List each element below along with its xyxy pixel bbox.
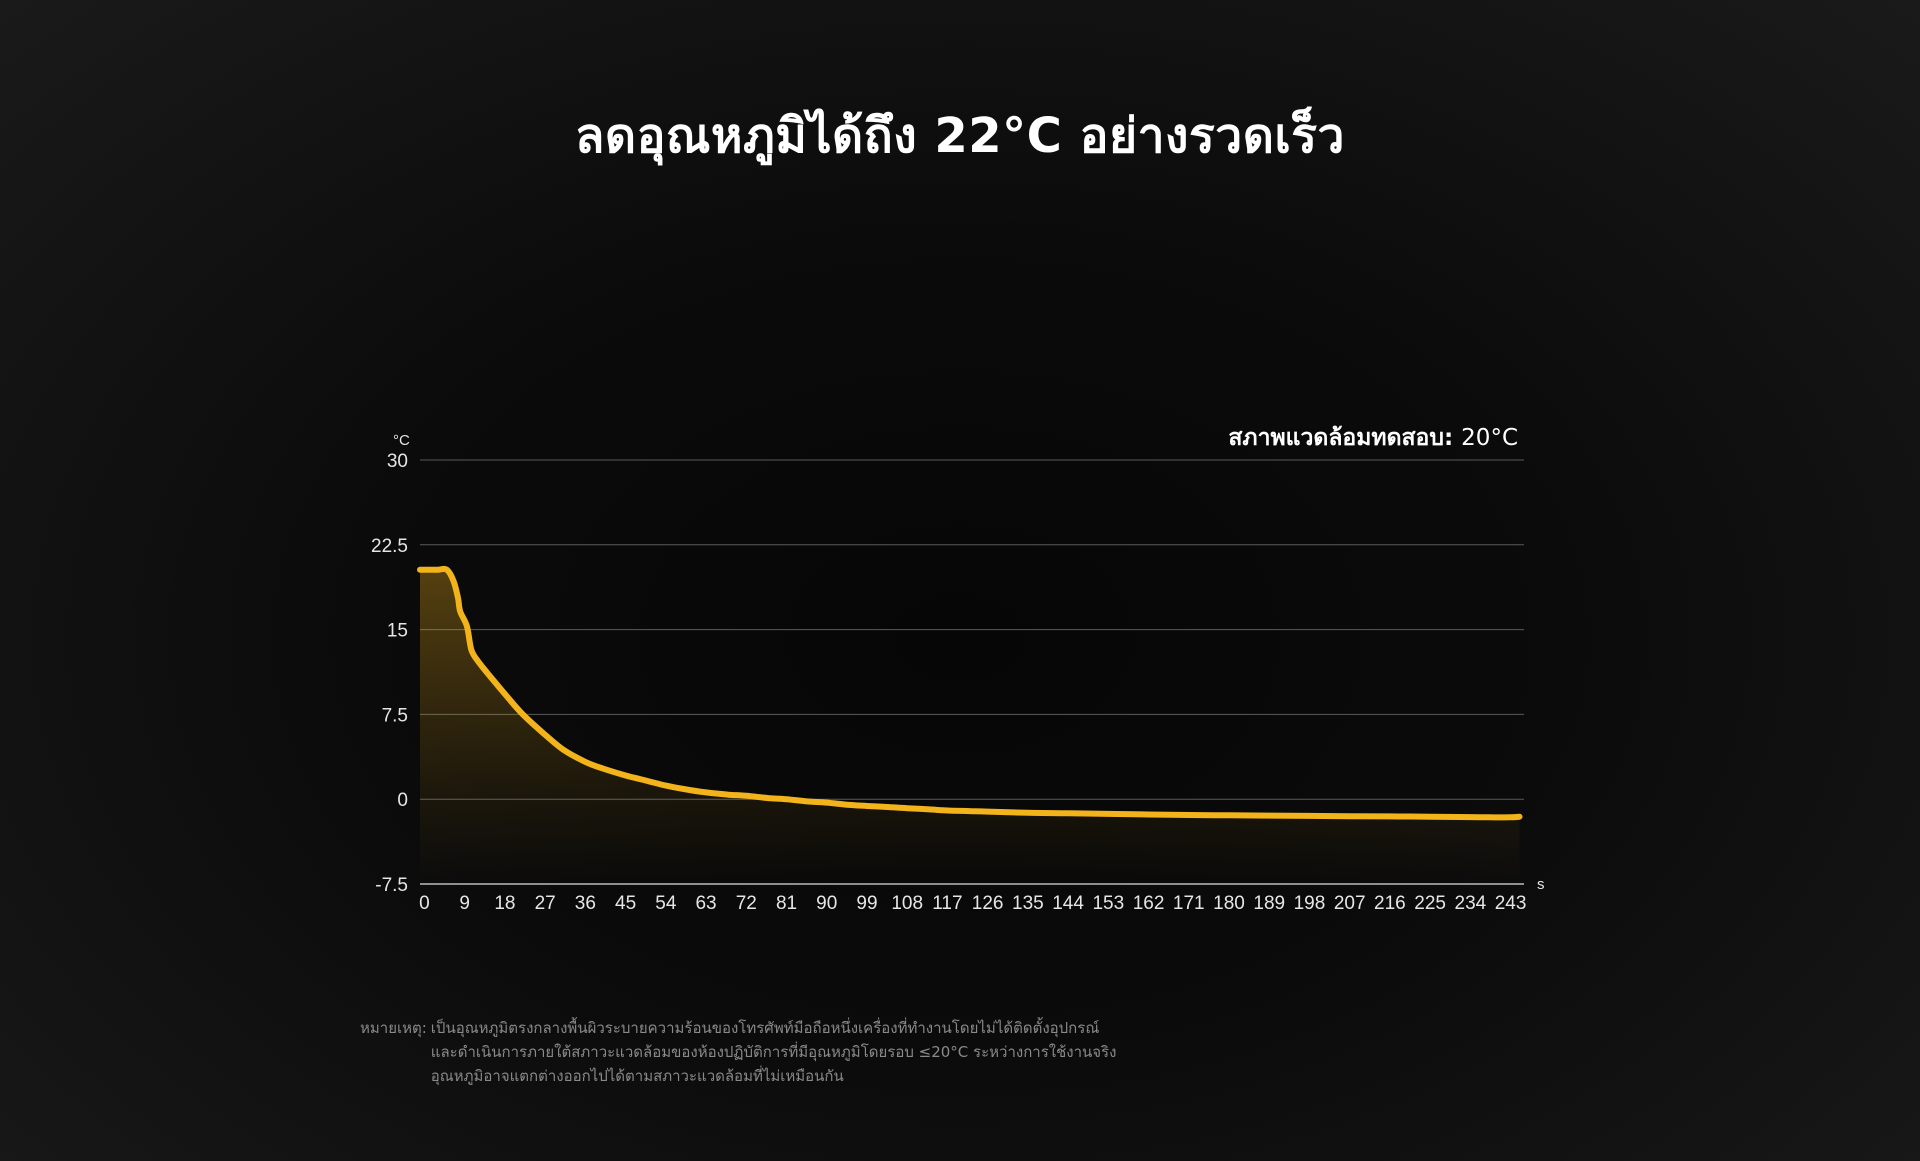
x-tick-label: 45 xyxy=(615,893,636,914)
y-axis-ticks: 30 22.5 15 7.5 0 -7.5 xyxy=(371,451,408,896)
x-tick-label: 9 xyxy=(459,893,470,914)
x-tick-label: 81 xyxy=(776,893,797,914)
y-tick-label: 7.5 xyxy=(382,705,408,726)
x-tick-label: 234 xyxy=(1455,893,1487,914)
x-tick-label: 144 xyxy=(1052,893,1084,914)
x-tick-label: 0 xyxy=(419,893,430,914)
x-tick-label: 36 xyxy=(575,893,596,914)
x-tick-label: 90 xyxy=(816,893,837,914)
y-axis-unit: °C xyxy=(393,432,410,449)
x-tick-label: 27 xyxy=(535,893,556,914)
footnote-line: อุณหภูมิอาจแตกต่างออกไปได้ตามสภาวะแวดล้อ… xyxy=(430,1067,844,1085)
x-tick-label: 54 xyxy=(655,893,677,914)
x-tick-label: 117 xyxy=(932,893,962,914)
x-tick-label: 135 xyxy=(1012,893,1044,914)
x-tick-label: 99 xyxy=(856,893,877,914)
x-tick-label: 63 xyxy=(695,893,716,914)
y-tick-label: 15 xyxy=(387,621,408,642)
test-environment: สภาพแวดล้อมทดสอบ: 20°C xyxy=(1228,420,1518,456)
y-tick-label: 0 xyxy=(397,790,408,811)
page-title: ลดอุณหภูมิได้ถึง 22°C อย่างรวดเร็ว xyxy=(574,108,1345,164)
x-tick-label: 216 xyxy=(1374,893,1406,914)
footnote-label: หมายเหตุ: xyxy=(360,1019,427,1037)
y-tick-label: 30 xyxy=(387,451,408,472)
footnote-lines: เป็นอุณหภูมิตรงกลางพื้นผิวระบายความร้อนข… xyxy=(431,1016,1117,1088)
x-tick-label: 108 xyxy=(891,893,923,914)
test-environment-value: 20°C xyxy=(1461,425,1518,451)
test-environment-label: สภาพแวดล้อมทดสอบ: xyxy=(1228,425,1454,451)
x-tick-label: 153 xyxy=(1092,893,1124,914)
x-axis-ticks: 0 9 18 27 36 45 54 63 72 81 90 99 108 117 126 135 144 153… xyxy=(419,893,1526,914)
y-tick-label: 22.5 xyxy=(371,536,408,557)
x-tick-label: 225 xyxy=(1414,893,1446,914)
x-tick-label: 171 xyxy=(1173,893,1205,914)
temperature-area xyxy=(420,568,1520,884)
y-tick-label: -7.5 xyxy=(375,875,408,896)
x-axis-unit: s xyxy=(1537,876,1545,893)
x-tick-label: 198 xyxy=(1294,893,1326,914)
x-tick-label: 18 xyxy=(494,893,515,914)
temperature-line xyxy=(417,565,1523,821)
footnote-line: และดำเนินการภายใต้สภาวะแวดล้อมของห้องปฏิ… xyxy=(430,1043,1117,1061)
x-tick-label: 72 xyxy=(736,893,757,914)
x-tick-label: 243 xyxy=(1495,893,1527,914)
x-tick-label: 189 xyxy=(1253,893,1285,914)
x-tick-label: 207 xyxy=(1334,893,1366,914)
x-tick-label: 162 xyxy=(1133,893,1165,914)
footnote: หมายเหตุ: เป็นอุณหภูมิตรงกลางพื้นผิวระบา… xyxy=(360,1016,1116,1088)
x-tick-label: 126 xyxy=(972,893,1004,914)
footnote-line: เป็นอุณหภูมิตรงกลางพื้นผิวระบายความร้อนข… xyxy=(430,1019,1100,1037)
x-tick-label: 180 xyxy=(1213,893,1245,914)
